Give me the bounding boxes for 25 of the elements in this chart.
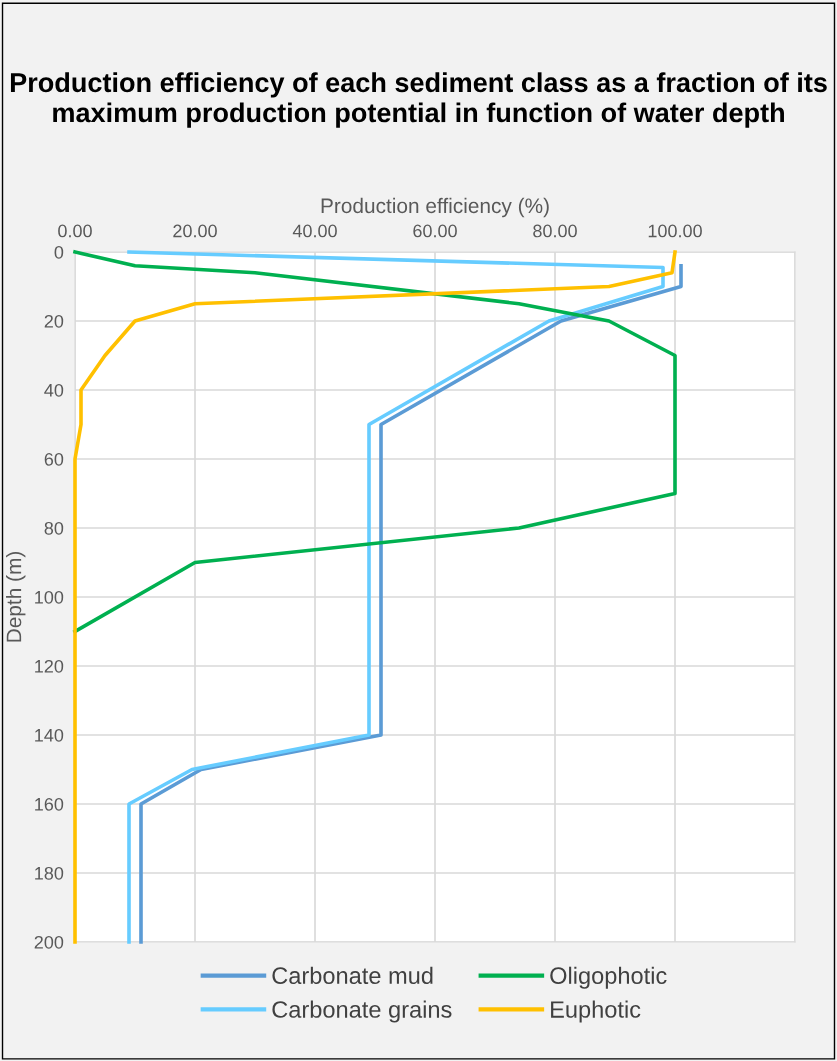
y-axis-title: Depth (m): [6, 551, 26, 642]
line-series: [73, 250, 677, 634]
y-tick-label: 180: [35, 866, 64, 880]
x-tick-label: 0.00: [58, 224, 92, 238]
x-tick-label: 80.00: [533, 224, 577, 238]
y-tick-label: 80: [44, 521, 64, 535]
chart-title: Production efficiency of each sediment class as a fraction of its maximum production potential in function of water depth: [10, 72, 827, 128]
y-tick-label: 60: [44, 452, 64, 466]
y-tick-label: 100: [35, 590, 64, 604]
legend-label: Carbonate mud: [272, 966, 433, 985]
x-tick-label: 60.00: [413, 224, 457, 238]
y-tick-label: 200: [34, 935, 64, 949]
y-tick-label: 40: [44, 383, 64, 397]
legend-label: Oligophotic: [550, 966, 667, 989]
y-tick-label: 20: [44, 314, 64, 328]
y-tick-label: 120: [35, 659, 64, 673]
x-tick-label: 100.00: [648, 224, 702, 238]
x-axis-title: Production efficiency (%): [321, 197, 549, 218]
legend-label: Euphotic: [551, 1000, 641, 1023]
x-tick-label: 40.00: [292, 224, 337, 238]
y-tick-label: 160: [35, 797, 64, 811]
x-tick-label: 20.00: [173, 224, 217, 238]
y-tick-label: 0: [54, 245, 64, 259]
legend-label: Carbonate grains: [272, 1000, 452, 1023]
y-tick-label: 140: [35, 728, 64, 742]
